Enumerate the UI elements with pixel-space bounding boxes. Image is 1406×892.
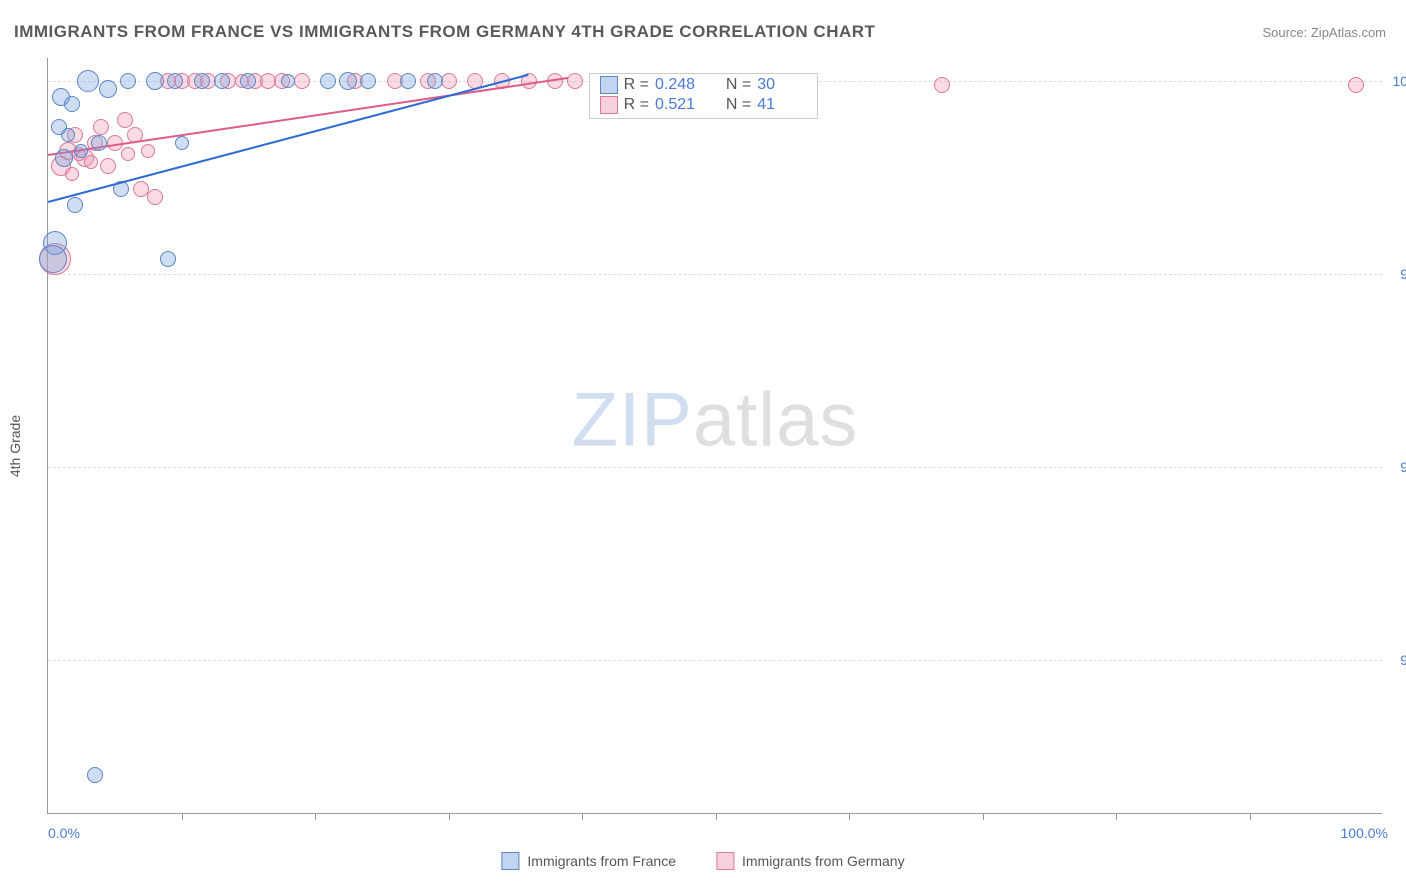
germany-point [567, 73, 583, 89]
france-point [240, 73, 256, 89]
stats-n-value: 41 [757, 96, 807, 114]
france-point [360, 73, 376, 89]
x-tick-label: 0.0% [48, 825, 80, 841]
plot-area: ZIPatlas 92.5%95.0%97.5%100.0%0.0%100.0%… [47, 58, 1382, 814]
y-axis-label: 4th Grade [7, 415, 23, 477]
stats-legend: R = 0.248 N = 30 R = 0.521 N = 41 [589, 73, 819, 119]
france-point [67, 197, 83, 213]
france-point [320, 73, 336, 89]
france-point [120, 73, 136, 89]
x-tick [849, 813, 850, 820]
germany-point [84, 155, 98, 169]
france-point [55, 149, 73, 167]
x-tick [1116, 813, 1117, 820]
france-point [91, 135, 107, 151]
france-point [74, 144, 88, 158]
france-point [214, 73, 230, 89]
source-label: Source: ZipAtlas.com [1262, 25, 1386, 40]
legend-swatch [716, 852, 734, 870]
stats-n-value: 30 [757, 76, 807, 94]
france-point [427, 73, 443, 89]
stats-n-label: N = [726, 96, 751, 114]
germany-point [117, 112, 133, 128]
germany-point [294, 73, 310, 89]
germany-point [141, 144, 155, 158]
france-point [146, 72, 164, 90]
x-tick [315, 813, 316, 820]
germany-point [934, 77, 950, 93]
x-tick [983, 813, 984, 820]
stats-r-label: R = [624, 96, 649, 114]
x-tick [582, 813, 583, 820]
legend-label: Immigrants from Germany [742, 853, 905, 869]
france-point [167, 73, 183, 89]
france-point [194, 73, 210, 89]
stats-r-label: R = [624, 76, 649, 94]
stats-n-label: N = [726, 76, 751, 94]
legend-item: Immigrants from Germany [716, 852, 905, 870]
france-point [175, 136, 189, 150]
stats-swatch [600, 76, 618, 94]
germany-point [147, 189, 163, 205]
y-tick-label: 97.5% [1388, 266, 1406, 282]
chart-title: IMMIGRANTS FROM FRANCE VS IMMIGRANTS FRO… [14, 22, 875, 42]
stats-r-value: 0.248 [655, 76, 705, 94]
watermark: ZIPatlas [572, 377, 859, 464]
france-point [281, 74, 295, 88]
france-point [77, 70, 99, 92]
france-point [160, 251, 176, 267]
x-tick-label: 100.0% [1341, 825, 1388, 841]
x-tick [449, 813, 450, 820]
stats-swatch [600, 96, 618, 114]
france-point [64, 96, 80, 112]
legend-bottom: Immigrants from France Immigrants from Ge… [501, 852, 904, 870]
germany-point [65, 167, 79, 181]
germany-point [121, 147, 135, 161]
y-tick-label: 95.0% [1388, 459, 1406, 475]
y-tick-label: 100.0% [1388, 73, 1406, 89]
stats-row: R = 0.521 N = 41 [600, 96, 808, 114]
legend-item: Immigrants from France [501, 852, 676, 870]
x-tick [1250, 813, 1251, 820]
gridline-h [48, 274, 1382, 275]
france-point [400, 73, 416, 89]
germany-point [1348, 77, 1364, 93]
france-point [339, 72, 357, 90]
y-tick-label: 92.5% [1388, 652, 1406, 668]
stats-r-value: 0.521 [655, 96, 705, 114]
gridline-h [48, 660, 1382, 661]
france-point [39, 245, 67, 273]
germany-point [93, 119, 109, 135]
legend-label: Immigrants from France [527, 853, 676, 869]
france-point [87, 767, 103, 783]
france-point [51, 119, 67, 135]
legend-swatch [501, 852, 519, 870]
gridline-h [48, 467, 1382, 468]
germany-point [100, 158, 116, 174]
stats-row: R = 0.248 N = 30 [600, 76, 808, 94]
x-tick [716, 813, 717, 820]
france-point [99, 80, 117, 98]
x-tick [182, 813, 183, 820]
